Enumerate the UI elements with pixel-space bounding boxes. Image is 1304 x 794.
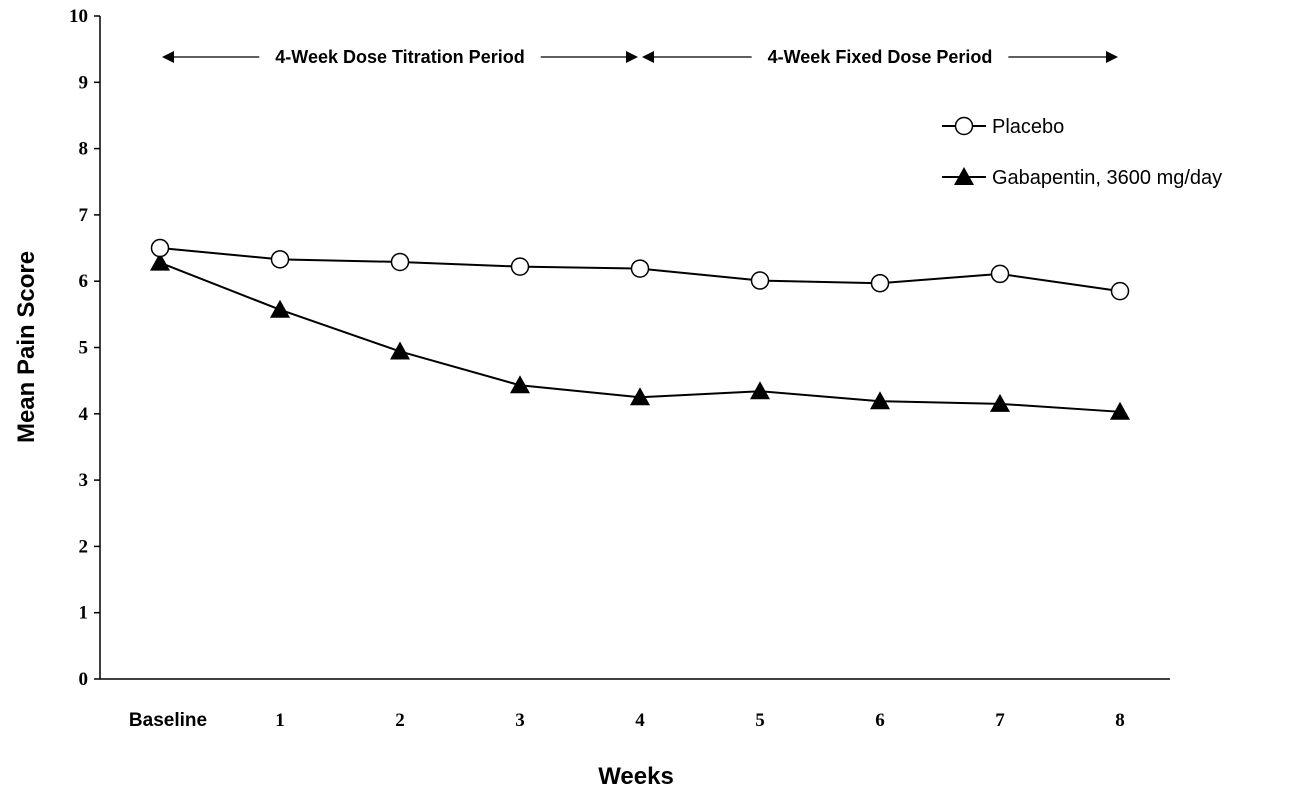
- y-tick-label: 2: [79, 536, 89, 557]
- data-point: [630, 387, 650, 406]
- y-tick-label: 7: [79, 205, 89, 226]
- x-axis-label: Weeks: [598, 763, 674, 790]
- data-point: [390, 341, 410, 360]
- legend-item: Placebo: [942, 116, 1064, 138]
- x-tick-label: 5: [755, 710, 765, 731]
- x-tick-label: 6: [875, 710, 885, 731]
- y-tick-label: 1: [79, 603, 89, 624]
- y-tick-label: 8: [79, 139, 89, 160]
- period-label: 4-Week Dose Titration Period: [275, 47, 524, 67]
- data-point: [1110, 401, 1130, 420]
- legend: Placebo Gabapentin, 3600 mg/day: [942, 116, 1222, 189]
- period-arrowhead-left: [642, 51, 654, 63]
- data-point: [630, 259, 650, 278]
- x-tick-label: 4: [635, 710, 645, 731]
- y-tick-label: 10: [69, 6, 88, 27]
- data-point: [750, 381, 770, 400]
- data-point: [990, 393, 1010, 412]
- period-arrowhead-left: [162, 51, 174, 63]
- legend-label: Gabapentin, 3600 mg/day: [992, 167, 1222, 189]
- data-point: [390, 252, 410, 272]
- y-tick-label: 6: [79, 271, 89, 292]
- y-axis-label: Mean Pain Score: [13, 251, 40, 443]
- period-annotations: 4-Week Dose Titration Period 4-Week Fixed…: [162, 47, 1118, 67]
- period-label: 4-Week Fixed Dose Period: [768, 47, 993, 67]
- y-ticks: 0 1 2 3 4 5 6 7 8 9 10: [69, 6, 100, 690]
- period-arrowhead-right: [626, 51, 638, 63]
- legend-item: Gabapentin, 3600 mg/day: [942, 167, 1222, 189]
- x-tick-label: 3: [515, 710, 525, 731]
- y-tick-label: 0: [79, 669, 89, 690]
- y-tick-label: 3: [79, 470, 89, 491]
- period-arrowhead-right: [1106, 51, 1118, 63]
- series-layer: [150, 238, 1130, 420]
- data-point: [990, 264, 1010, 284]
- data-point: [270, 250, 290, 269]
- series-placebo: [150, 238, 1130, 301]
- y-tick-label: 5: [79, 338, 89, 359]
- data-point: [870, 273, 890, 293]
- data-point: [750, 271, 770, 290]
- data-point: [150, 238, 170, 258]
- legend-label: Placebo: [992, 116, 1064, 138]
- data-point: [870, 391, 890, 410]
- x-tick-label: 7: [995, 710, 1005, 731]
- period-annotation: 4-Week Dose Titration Period: [162, 47, 638, 67]
- y-tick-label: 4: [79, 404, 89, 425]
- series-gabapentin: [150, 252, 1130, 420]
- x-tick-label: 1: [275, 710, 285, 731]
- period-annotation: 4-Week Fixed Dose Period: [642, 47, 1118, 67]
- legend-marker: [954, 116, 974, 136]
- x-ticks: Baseline 1 2 3 4 5 6 7 8: [129, 710, 1125, 731]
- legend-marker: [954, 167, 974, 185]
- data-point: [1110, 281, 1130, 301]
- data-point: [270, 299, 290, 318]
- data-point: [150, 252, 170, 271]
- y-tick-label: 9: [79, 72, 89, 93]
- data-point: [510, 257, 530, 276]
- x-tick-label: 2: [395, 710, 405, 731]
- x-tick-label: Baseline: [129, 710, 207, 731]
- data-point: [510, 375, 530, 394]
- x-tick-label: 8: [1115, 710, 1125, 731]
